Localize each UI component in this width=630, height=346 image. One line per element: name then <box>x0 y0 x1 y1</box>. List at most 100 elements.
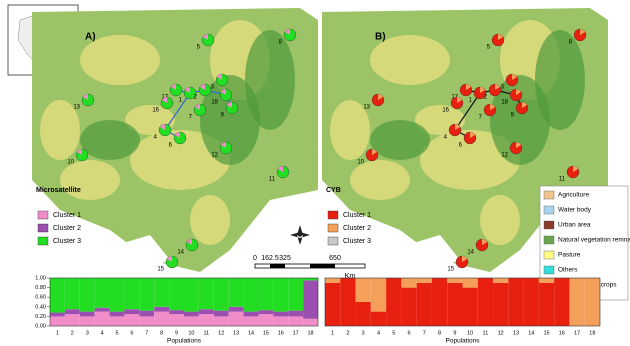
population-label: 18 <box>211 100 218 106</box>
bar-segment <box>493 283 508 326</box>
bar-segment <box>356 278 371 302</box>
bar-segment <box>80 316 95 326</box>
legend-label: Cluster 3 <box>53 238 81 245</box>
x-tick-label: 18 <box>589 330 595 336</box>
pasture-patch <box>60 160 120 200</box>
bar-segment <box>244 312 259 317</box>
bar-segment <box>65 309 80 314</box>
x-tick-label: 17 <box>293 330 299 336</box>
y-tick-label: 0.20 <box>35 314 46 320</box>
pasture-patch <box>480 195 520 245</box>
x-tick-label: 1 <box>56 330 59 336</box>
pasture-patch <box>190 195 230 245</box>
x-tick-label: 14 <box>248 330 254 336</box>
y-tick-label: 0.00 <box>35 323 46 329</box>
population-label: 13 <box>363 105 370 111</box>
x-tick-label: 4 <box>101 330 104 336</box>
bar-segment <box>169 310 184 314</box>
bar-segment <box>463 278 478 288</box>
legend-swatch <box>544 206 554 214</box>
bar-segment <box>371 278 386 312</box>
x-tick-label: 6 <box>407 330 410 336</box>
population-label: 11 <box>559 177 566 183</box>
bar-segment <box>214 278 229 311</box>
population-label: 13 <box>73 105 80 111</box>
x-tick-label: 3 <box>362 330 365 336</box>
bar-segment <box>214 311 229 317</box>
x-tick-label: 2 <box>71 330 74 336</box>
bar-segment <box>229 312 244 326</box>
bar-segment <box>508 278 523 326</box>
bar-segment <box>303 280 318 318</box>
bar-segment <box>288 278 303 311</box>
bar-segment <box>463 288 478 326</box>
x-tick-label: 16 <box>278 330 284 336</box>
x-tick-label: 13 <box>513 330 519 336</box>
scale-label: 162.5 <box>261 255 279 262</box>
legend-swatch <box>544 236 554 244</box>
population-label: 18 <box>501 100 508 106</box>
bar-segment <box>199 278 214 309</box>
y-tick-label: 0.40 <box>35 304 46 310</box>
x-tick-label: 5 <box>115 330 118 336</box>
pasture-patch <box>350 160 410 200</box>
bar-segment <box>50 313 65 317</box>
y-tick-label: 1.00 <box>35 275 46 281</box>
scale-label: 325 <box>279 255 291 262</box>
bar-segment <box>340 278 355 326</box>
legend-swatch <box>544 266 554 274</box>
x-tick-label: 2 <box>346 330 349 336</box>
bar-segment <box>325 283 340 326</box>
y-tick-label: 0.60 <box>35 295 46 301</box>
legend-label: Natural vegetation remnan <box>558 237 630 244</box>
bar-segment <box>110 278 125 312</box>
legend-label: Urban area <box>558 222 591 229</box>
bar-segment <box>124 309 139 314</box>
legend-label: Water body <box>558 207 592 214</box>
legend-label: Cluster 1 <box>53 212 81 219</box>
legend-label: Agriculture <box>558 192 589 199</box>
bar-segment <box>478 278 493 326</box>
x-tick-label: 14 <box>528 330 534 336</box>
x-tick-label: 10 <box>188 330 194 336</box>
legend-swatch <box>38 211 48 219</box>
figure: A)581317161231879461210111415Microsatell… <box>0 0 630 346</box>
bar-segment <box>50 278 65 313</box>
bar-segment <box>124 314 139 326</box>
bar-segment <box>258 278 273 310</box>
x-axis-label: Populations <box>446 338 481 345</box>
bar-segment <box>65 278 80 309</box>
bar-segment <box>199 309 214 314</box>
bar-segment <box>524 278 539 326</box>
bar-segment <box>65 314 80 326</box>
bar-segment <box>199 314 214 326</box>
x-tick-label: 9 <box>453 330 456 336</box>
bar-segment <box>539 278 554 283</box>
bar-segment <box>273 278 288 312</box>
bar-segment <box>303 278 318 280</box>
legend-title: CYB <box>326 187 341 194</box>
x-tick-label: 7 <box>145 330 148 336</box>
x-tick-label: 9 <box>175 330 178 336</box>
vegetation-patch <box>245 30 295 130</box>
bar-segment <box>432 278 447 326</box>
legend-swatch <box>38 237 48 245</box>
panel-label: A) <box>85 32 96 43</box>
bar-segment <box>154 312 169 326</box>
bar-segment <box>95 278 110 308</box>
population-label: 12 <box>211 153 218 159</box>
bar-segment <box>154 307 169 312</box>
bar-segment <box>229 307 244 312</box>
bar-segment <box>356 302 371 326</box>
bar-segment <box>169 278 184 310</box>
bar-segment <box>258 310 273 314</box>
bar-segment <box>50 316 65 326</box>
population-label: 11 <box>269 177 276 183</box>
population-label: 16 <box>152 108 159 114</box>
bar-segment <box>110 312 125 317</box>
x-tick-label: 16 <box>559 330 565 336</box>
x-tick-label: 12 <box>218 330 224 336</box>
population-label: 15 <box>447 267 454 273</box>
bar-segment <box>95 308 110 312</box>
bar-segment <box>184 316 199 326</box>
